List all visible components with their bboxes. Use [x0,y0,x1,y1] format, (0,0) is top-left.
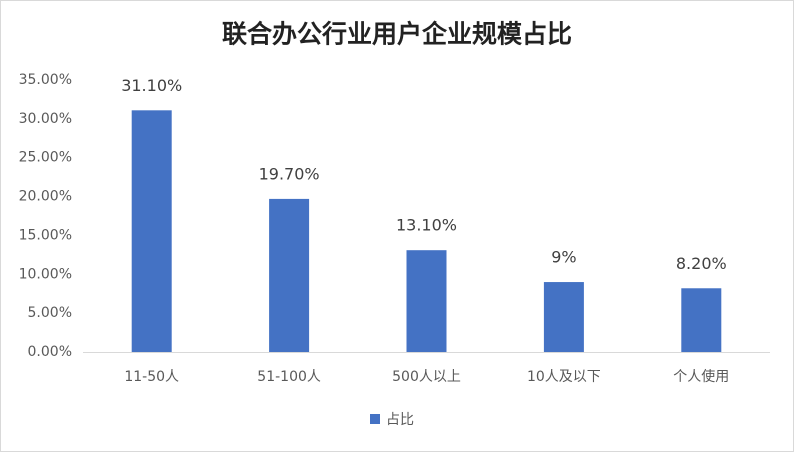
y-tick-label: 15.00% [19,227,72,243]
chart-title: 联合办公行业用户企业规模占比 [222,20,572,49]
x-tick-label: 500人以上 [392,369,461,385]
y-tick-label: 0.00% [28,344,72,360]
data-label: 9% [551,248,576,267]
bar [681,288,722,352]
y-tick-label: 10.00% [19,266,72,282]
bar [406,250,447,352]
data-label: 19.70% [259,164,320,183]
y-tick-label: 20.00% [19,189,72,205]
x-tick-label: 10人及以下 [527,369,601,385]
bar [269,198,310,352]
x-tick-label: 51-100人 [257,369,321,385]
y-tick-label: 25.00% [19,150,72,166]
data-label: 8.20% [676,254,727,273]
y-tick-label: 35.00% [19,72,72,88]
legend-swatch [370,414,380,424]
data-label: 31.10% [121,76,182,95]
y-tick-label: 30.00% [19,111,72,127]
data-label: 13.10% [396,216,457,235]
y-tick-label: 5.00% [28,305,72,321]
bar [543,282,584,352]
bar [131,110,172,353]
legend-label: 占比 [386,412,414,428]
x-tick-label: 11-50人 [124,369,179,385]
x-tick-label: 个人使用 [673,368,729,385]
